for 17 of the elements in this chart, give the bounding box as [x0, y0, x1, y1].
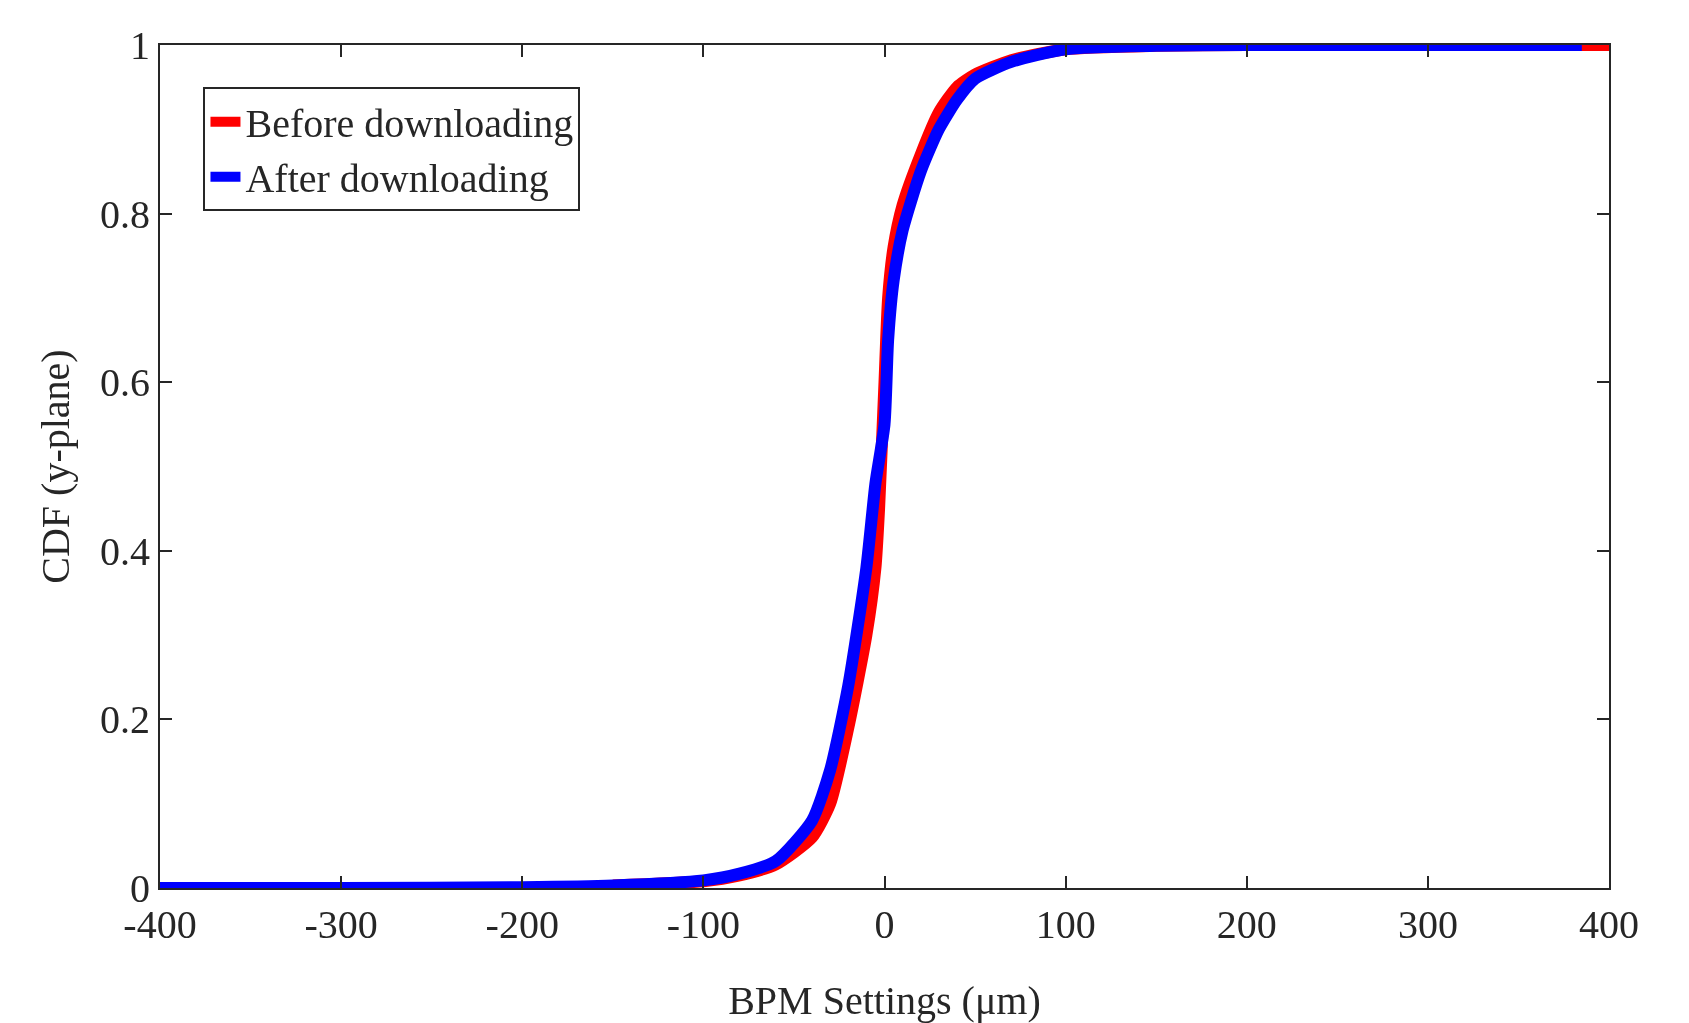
y-tick-label: 0.8: [100, 191, 150, 237]
y-tick-label: 0.2: [100, 697, 150, 743]
legend-label: After downloading: [245, 156, 549, 202]
y-tick-label: 0.4: [100, 528, 150, 574]
y-tick-label: 0.6: [100, 360, 150, 406]
x-tick-label: 200: [1216, 902, 1277, 947]
y-tick-label: 1: [130, 23, 150, 68]
x-tick-label: -300: [304, 902, 378, 947]
x-tick-label: 300: [1397, 902, 1458, 947]
x-axis-title: BPM Settings (μm): [728, 978, 1041, 1023]
x-tick-label: 0: [874, 902, 895, 947]
x-tick-label: -200: [485, 902, 559, 947]
x-tick-label: -100: [666, 902, 741, 947]
x-tick-label: 100: [1035, 902, 1096, 947]
y-axis-title: CDF (y-plane): [33, 349, 78, 584]
x-tick-label: 400: [1579, 902, 1639, 947]
legend-label: Before downloading: [245, 101, 574, 147]
